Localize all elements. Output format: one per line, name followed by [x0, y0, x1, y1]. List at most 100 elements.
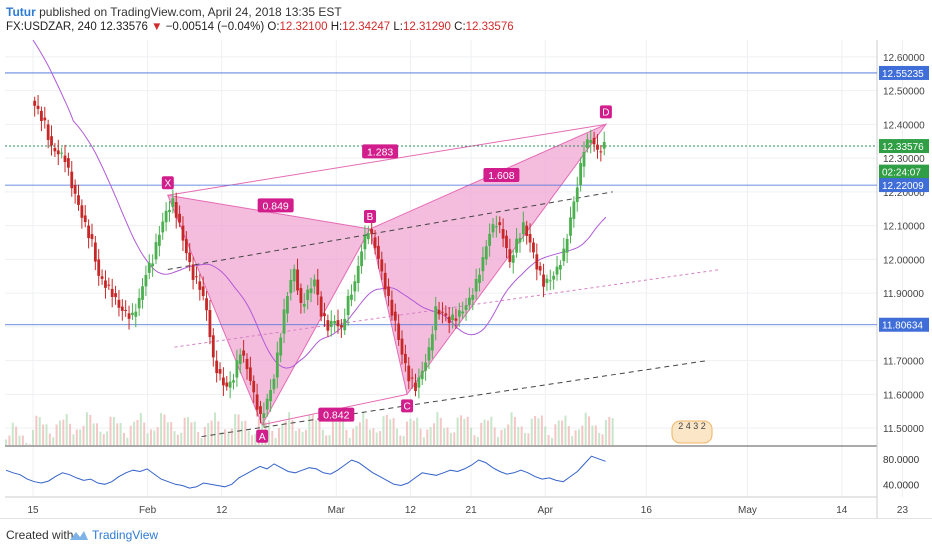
candle-body [151, 263, 155, 267]
volume-bar [331, 420, 334, 445]
candle-body [400, 338, 404, 355]
ratio-label-bg [362, 144, 399, 159]
candle-body [542, 274, 545, 287]
ratio-label-bg [318, 407, 355, 422]
volume-bar [497, 436, 500, 445]
price-tick-label: 12.20000 [883, 188, 925, 199]
candle-body [397, 323, 401, 340]
rsi-line [5, 455, 606, 489]
candle-body [336, 320, 340, 327]
candle-body [545, 278, 549, 283]
candle-body [373, 237, 377, 249]
volume-bar [180, 432, 183, 445]
candle-body [521, 222, 525, 235]
volume-bar [574, 430, 577, 445]
volume-bar [288, 412, 291, 445]
volume-bar [304, 429, 307, 445]
candle-body [377, 245, 380, 259]
candle-body [201, 286, 205, 297]
volume-bar [473, 435, 476, 445]
close-value: 12.33576 [465, 21, 514, 33]
candle-body [154, 242, 158, 260]
volume-bar [328, 435, 331, 445]
volume-bar [190, 422, 193, 445]
publish-info: Tutur published on TradingView.com, Apri… [6, 5, 342, 19]
volume-bar [611, 418, 614, 445]
candle-body [582, 152, 586, 167]
candle-body [60, 152, 64, 154]
candle-body [286, 296, 289, 314]
volume-bar [85, 412, 88, 445]
ratio-label: 0.849 [262, 200, 288, 212]
volume-bar [92, 423, 95, 445]
candle-body [302, 303, 306, 307]
candle-body [63, 155, 67, 163]
volume-bar [466, 416, 469, 445]
candle-body [104, 280, 107, 288]
candle-body [174, 202, 178, 218]
volume-bar [443, 428, 446, 445]
candle-body [164, 210, 168, 223]
volume-bar [278, 427, 281, 445]
candle-body [414, 382, 417, 392]
volume-bar [173, 431, 176, 445]
volume-bar [102, 434, 105, 445]
candle-body [299, 288, 303, 303]
candle-body [407, 365, 411, 382]
candle-body [168, 210, 171, 213]
candle-body [292, 268, 296, 282]
volume-bar [338, 421, 341, 445]
volume-bar [318, 419, 321, 445]
candle-body [66, 158, 70, 168]
volume-bar [550, 437, 553, 445]
volume-bar [517, 426, 520, 445]
candle-body [417, 377, 421, 388]
candle-body [171, 198, 175, 208]
candle-body [383, 272, 387, 290]
volume-bar [187, 417, 190, 445]
volume-bar [75, 429, 78, 445]
candle-body [592, 137, 596, 145]
date-tick-label: May [738, 505, 757, 516]
date-tick-label: Mar [328, 505, 346, 516]
volume-bar [35, 415, 38, 445]
candle-body [468, 297, 471, 305]
volume-bar [375, 432, 378, 445]
candle-body [259, 406, 262, 414]
candle-body [87, 225, 91, 239]
rsi-tick-label: 40.0000 [883, 480, 920, 491]
candle-body [532, 242, 535, 253]
candle-body [444, 313, 448, 316]
candle-body [208, 310, 212, 338]
tradingview-brand[interactable]: TradingView [92, 528, 159, 542]
candle-body [366, 233, 370, 240]
candle-body [410, 377, 414, 379]
point-label-bg [256, 429, 269, 443]
price-tick-label: 11.70000 [883, 357, 924, 368]
candle-body [296, 269, 299, 291]
candle-body [262, 413, 266, 418]
price-tick-label: 12.10000 [883, 222, 925, 233]
candle-body [316, 279, 320, 295]
candle-body [215, 360, 219, 374]
ratio-label-bg [257, 198, 294, 213]
volume-bar [402, 436, 405, 445]
volume-bar [429, 427, 432, 445]
author-name[interactable]: Tutur [6, 5, 36, 19]
volume-bar [409, 418, 412, 445]
candle-body [306, 289, 310, 300]
low-value: 12.31290 [402, 21, 451, 33]
date-tick-label: Feb [139, 505, 157, 516]
point-label-b: B [367, 212, 374, 223]
volume-bar [69, 423, 72, 445]
candle-body [77, 195, 80, 205]
symbol-interval[interactable]: FX:USDZAR, 240 [6, 21, 97, 33]
candle-body [245, 358, 249, 370]
candle-body [346, 295, 350, 316]
candle-body [380, 259, 384, 272]
candle-body [451, 314, 454, 321]
candle-body [70, 171, 74, 189]
price-chart[interactable]: X A B C D 0.849 1.283 1.608 0.842 2 4 3 2 80.0000 4… [0, 0, 932, 518]
volume-bar [207, 423, 210, 445]
candle-body [515, 238, 518, 253]
